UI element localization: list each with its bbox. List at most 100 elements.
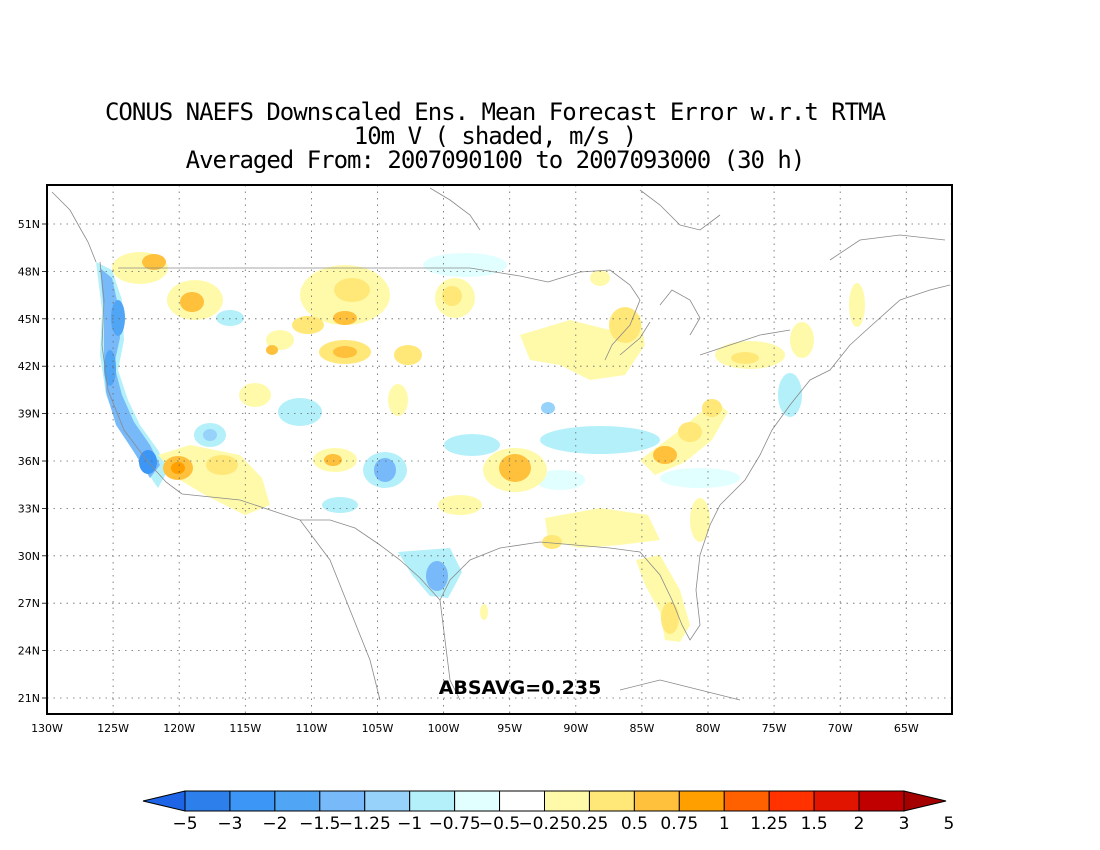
colorbar-label: 2 <box>854 814 865 834</box>
colorbar-swatch <box>723 790 770 812</box>
lat-tick-label: 42N <box>18 360 40 373</box>
colorbar-label: −0.75 <box>429 814 481 834</box>
colorbar-label: 0.25 <box>571 814 609 834</box>
positive-patch <box>678 422 702 442</box>
negative-patch <box>541 402 555 414</box>
absavg-label: ABSAVG=0.235 <box>439 677 602 699</box>
chart-title: CONUS NAEFS Downscaled Ens. Mean Forecas… <box>0 100 990 172</box>
latitude-tick-labels: 51N 48N 45N 42N 39N 36N 33N 30N 27N 24N 21N <box>18 218 40 705</box>
gulf-coast <box>439 504 721 641</box>
lon-tick-label: 75W <box>762 722 787 735</box>
colorbar-label: −0.25 <box>518 814 570 834</box>
colorbar-swatch <box>813 790 860 812</box>
lon-tick-label: 125W <box>97 722 129 735</box>
us-canada-border <box>118 267 549 283</box>
negative-patch <box>423 253 507 277</box>
positive-patch <box>653 446 677 464</box>
positive-patch <box>333 311 357 325</box>
longitude-tick-labels: 130W 125W 120W 115W 110W 105W 100W 95W 90W 85W 80W… <box>31 722 919 735</box>
negative-patch <box>203 429 217 441</box>
lon-tick-label: 65W <box>894 722 919 735</box>
lon-tick-label: 95W <box>497 722 522 735</box>
lat-lon-grid <box>42 185 952 714</box>
positive-patch <box>609 307 641 343</box>
colorbar-swatch <box>274 790 321 812</box>
colorbar-swatch <box>454 790 501 812</box>
lon-tick-label: 105W <box>362 722 394 735</box>
colorbar-label: 0.5 <box>621 814 648 834</box>
lon-tick-label: 130W <box>31 722 63 735</box>
negative-patch <box>444 434 500 456</box>
lon-tick-label: 115W <box>229 722 261 735</box>
atlantic-coast <box>719 284 951 506</box>
colorbar-swatch <box>499 790 545 812</box>
title-line-2: 10m V ( shaded, m/s ) <box>353 122 637 150</box>
lat-tick-label: 51N <box>18 218 40 231</box>
lat-tick-label: 33N <box>18 502 40 515</box>
colorbar-label: −3 <box>217 814 242 834</box>
colorbar-label: −5 <box>172 814 197 834</box>
colorbar-swatch <box>409 790 456 812</box>
great-lakes <box>547 269 791 361</box>
positive-patch <box>849 283 865 327</box>
mexico-border <box>181 493 441 601</box>
positive-patch <box>333 346 357 358</box>
colorbar-label: −0.5 <box>479 814 520 834</box>
colorbar-swatch <box>184 790 231 812</box>
negative-patch <box>104 350 116 386</box>
positive-patch <box>690 498 710 542</box>
positive-patch <box>239 383 271 407</box>
positive-patch <box>590 270 610 286</box>
positive-patch <box>171 462 185 474</box>
positive-patch <box>499 454 531 482</box>
gulf-positive-band <box>545 508 660 548</box>
positive-patch <box>542 535 562 549</box>
positive-patch <box>334 278 370 302</box>
mexico-coast <box>299 519 741 701</box>
lat-tick-label: 48N <box>18 265 40 278</box>
colorbar-label: −2 <box>262 814 287 834</box>
positive-patch <box>324 454 342 466</box>
colorbar-label: −1.5 <box>299 814 340 834</box>
negative-patch <box>111 300 125 336</box>
negative-patch <box>216 310 244 326</box>
lat-tick-label: 36N <box>18 455 40 468</box>
lat-tick-label: 24N <box>18 645 40 658</box>
colorbar-left-arrow <box>142 790 186 812</box>
colorbar-label: 1 <box>719 814 730 834</box>
lat-tick-label: 45N <box>18 313 40 326</box>
pacific-coast <box>99 261 183 495</box>
colorbar-swatch <box>588 790 635 812</box>
colorbar-swatch <box>364 790 411 812</box>
colorbar-label: 5 <box>944 814 955 834</box>
colorbar-label: 1.25 <box>750 814 788 834</box>
map-panel: 130W 125W 120W 115W 110W 105W 100W 95W 90W 85W 80W… <box>18 184 953 735</box>
lon-tick-label: 80W <box>696 722 721 735</box>
positive-patch <box>790 322 814 358</box>
lon-tick-label: 85W <box>629 722 654 735</box>
canada-coast <box>51 187 946 263</box>
positive-patch <box>206 455 238 475</box>
positive-patch <box>442 286 462 306</box>
positive-patch <box>702 399 722 417</box>
colorbar-right-arrow <box>903 790 947 812</box>
lon-tick-label: 90W <box>563 722 588 735</box>
positive-patch <box>438 495 482 515</box>
lat-tick-label: 39N <box>18 408 40 421</box>
colorbar-swatch <box>633 790 680 812</box>
negative-patch <box>322 497 358 513</box>
colorbar-swatch <box>678 790 725 812</box>
lat-tick-label: 27N <box>18 597 40 610</box>
positive-patch <box>661 602 679 634</box>
lon-tick-label: 120W <box>163 722 195 735</box>
negative-patch <box>660 468 740 488</box>
colorbar-label: 0.75 <box>660 814 698 834</box>
colorbar: −5 −3 −2 −1.5−1.25 −1 −0.75−0.5−0.25 0.25 0.5 0.… <box>142 790 955 834</box>
colorbar-label: −1.25 <box>339 814 391 834</box>
positive-patch <box>388 384 408 416</box>
negative-patch <box>540 426 660 454</box>
title-line-1: CONUS NAEFS Downscaled Ens. Mean Forecas… <box>104 98 886 126</box>
positive-patch <box>266 330 294 350</box>
shaded-error-field <box>96 252 865 642</box>
